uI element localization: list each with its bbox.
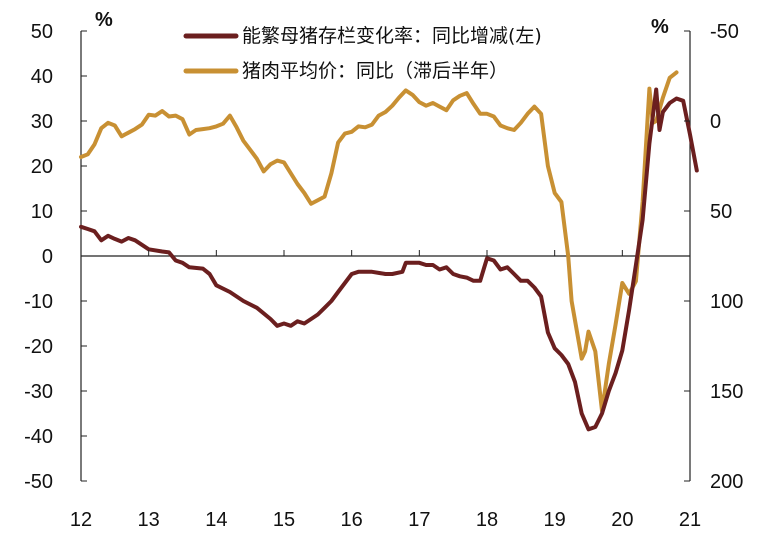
legend-label-sow: 能繁母猪存栏变化率：同比增减(左) bbox=[242, 25, 542, 47]
left-tick-label: -10 bbox=[24, 291, 53, 313]
left-tick-label: 0 bbox=[42, 246, 53, 268]
left-tick-label: -50 bbox=[24, 471, 53, 493]
left-tick-label: -40 bbox=[24, 426, 53, 448]
series-line-sow-change bbox=[79, 87, 699, 432]
left-tick-label: 10 bbox=[31, 201, 53, 223]
series-line-pork-price bbox=[79, 70, 679, 413]
left-tick-label: 20 bbox=[31, 156, 53, 178]
right-tick-label: 150 bbox=[710, 381, 743, 403]
x-tick-label: 17 bbox=[408, 509, 430, 531]
legend-label-pork: 猪肉平均价：同比（滞后半年） bbox=[242, 60, 508, 82]
right-unit-label: % bbox=[651, 16, 669, 38]
x-tick-label: 21 bbox=[679, 509, 701, 531]
series-group bbox=[79, 70, 699, 432]
x-tick-label: 13 bbox=[138, 509, 160, 531]
right-tick-label: 100 bbox=[710, 291, 743, 313]
right-tick-label: 0 bbox=[710, 111, 721, 133]
left-tick-label: 50 bbox=[31, 21, 53, 43]
right-axis-ticks: -50 0 50 100 150 200 bbox=[684, 21, 743, 493]
x-tick-label: 20 bbox=[611, 509, 633, 531]
x-tick-label: 15 bbox=[273, 509, 295, 531]
left-axis-ticks: 50 40 30 20 10 0 -10 -20 -30 -40 -50 bbox=[24, 21, 87, 493]
left-tick-label: -20 bbox=[24, 336, 53, 358]
left-tick-label: 40 bbox=[31, 66, 53, 88]
x-tick-label: 12 bbox=[70, 509, 92, 531]
left-tick-label: -30 bbox=[24, 381, 53, 403]
x-axis-ticks: 12 13 14 15 16 17 18 19 20 21 bbox=[70, 250, 701, 531]
right-tick-label: -50 bbox=[710, 21, 739, 43]
x-tick-label: 19 bbox=[544, 509, 566, 531]
legend: 能繁母猪存栏变化率：同比增减(左) 猪肉平均价：同比（滞后半年） bbox=[183, 25, 542, 82]
x-tick-label: 18 bbox=[476, 509, 498, 531]
left-tick-label: 30 bbox=[31, 111, 53, 133]
x-tick-label: 16 bbox=[341, 509, 363, 531]
x-tick-label: 14 bbox=[205, 509, 227, 531]
left-unit-label: % bbox=[95, 9, 113, 31]
right-tick-label: 200 bbox=[710, 471, 743, 493]
right-tick-label: 50 bbox=[710, 201, 732, 223]
